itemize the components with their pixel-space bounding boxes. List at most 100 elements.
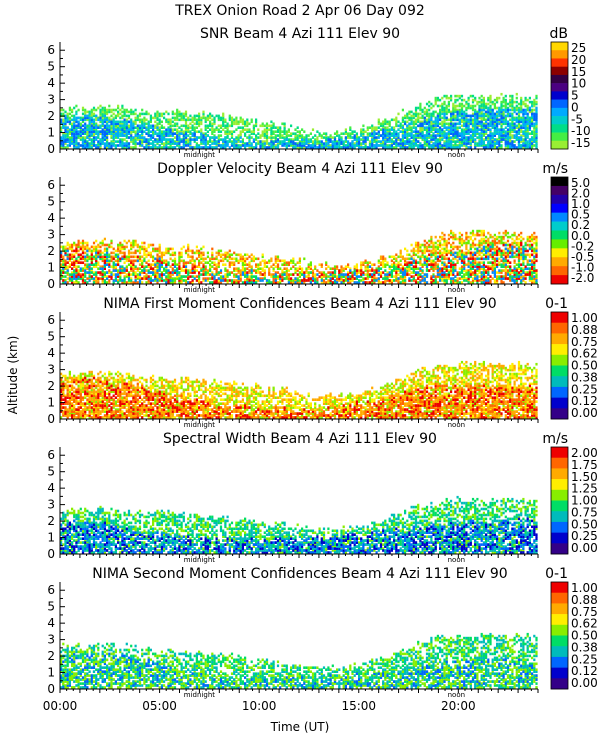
data-cell bbox=[294, 279, 297, 282]
data-cell bbox=[485, 126, 488, 129]
data-cell bbox=[209, 140, 212, 143]
data-cell bbox=[515, 146, 518, 149]
data-cell bbox=[412, 144, 415, 147]
data-cell bbox=[349, 128, 352, 131]
data-cell bbox=[189, 138, 192, 141]
data-cell bbox=[531, 130, 534, 133]
data-cell bbox=[110, 120, 113, 124]
data-cell bbox=[125, 128, 128, 131]
data-cell bbox=[206, 271, 209, 274]
data-cell bbox=[436, 130, 439, 133]
data-cell bbox=[460, 138, 464, 141]
data-cell bbox=[388, 134, 391, 137]
data-cell bbox=[106, 249, 109, 253]
data-cell bbox=[360, 142, 363, 145]
data-cell bbox=[425, 102, 429, 106]
data-cell bbox=[428, 140, 431, 143]
data-cell bbox=[110, 136, 113, 139]
data-cell bbox=[191, 255, 194, 259]
data-cell bbox=[430, 140, 433, 143]
data-cell bbox=[246, 122, 249, 126]
data-cell bbox=[307, 273, 310, 276]
data-cell bbox=[489, 132, 492, 135]
data-cell bbox=[469, 116, 472, 120]
data-cell bbox=[204, 265, 207, 268]
data-cell bbox=[386, 128, 389, 131]
data-cell bbox=[533, 136, 536, 139]
data-cell bbox=[176, 142, 179, 145]
data-cell bbox=[445, 134, 448, 137]
data-cell bbox=[209, 138, 212, 141]
data-cell bbox=[213, 122, 216, 126]
data-cell bbox=[119, 128, 122, 131]
y-tick-label: 2 bbox=[47, 109, 55, 123]
data-cell bbox=[241, 126, 244, 129]
data-cell bbox=[156, 114, 159, 118]
data-cell bbox=[228, 265, 231, 268]
data-cell bbox=[414, 114, 418, 118]
data-cell bbox=[443, 108, 446, 112]
data-cell bbox=[454, 136, 457, 139]
data-cell bbox=[119, 247, 122, 251]
data-cell bbox=[103, 114, 106, 118]
data-cell bbox=[121, 144, 124, 147]
data-cell bbox=[535, 132, 538, 135]
data-cell bbox=[202, 110, 205, 114]
data-cell bbox=[206, 146, 209, 149]
data-cell bbox=[86, 114, 89, 118]
data-cell bbox=[517, 146, 521, 149]
data-cell bbox=[445, 110, 448, 114]
data-cell bbox=[215, 128, 218, 131]
data-cell bbox=[281, 134, 284, 137]
colorbar-swatch bbox=[551, 42, 568, 51]
data-cell bbox=[419, 106, 422, 110]
data-cell bbox=[296, 267, 299, 270]
data-cell bbox=[130, 140, 133, 143]
data-cell bbox=[425, 128, 429, 131]
data-cell bbox=[447, 108, 450, 112]
data-cell bbox=[500, 106, 503, 110]
data-cell bbox=[487, 124, 490, 128]
data-cell bbox=[434, 116, 437, 120]
data-cell bbox=[526, 118, 529, 122]
data-cell bbox=[248, 275, 251, 278]
data-cell bbox=[99, 241, 102, 245]
data-cell bbox=[110, 239, 113, 243]
data-cell bbox=[419, 142, 422, 145]
data-cell bbox=[132, 243, 135, 247]
data-cell bbox=[397, 128, 400, 131]
data-cell bbox=[456, 122, 459, 126]
data-cell bbox=[533, 130, 536, 133]
data-cell bbox=[187, 116, 190, 120]
data-cell bbox=[441, 134, 444, 137]
data-cell bbox=[419, 102, 422, 106]
data-cell bbox=[377, 120, 380, 124]
data-cell bbox=[97, 126, 100, 129]
data-cell bbox=[421, 114, 424, 118]
data-cell bbox=[241, 259, 244, 263]
data-cell bbox=[531, 122, 534, 126]
data-cell bbox=[471, 120, 475, 124]
data-cell bbox=[119, 267, 122, 270]
data-cell bbox=[390, 138, 393, 141]
data-cell bbox=[513, 106, 516, 110]
data-cell bbox=[132, 126, 135, 129]
data-cell bbox=[487, 112, 490, 116]
data-cell bbox=[73, 122, 76, 126]
data-cell bbox=[489, 116, 492, 120]
data-cell bbox=[189, 142, 192, 145]
data-cell bbox=[482, 118, 485, 122]
data-cell bbox=[373, 128, 376, 131]
data-cell bbox=[434, 134, 437, 137]
data-cell bbox=[233, 130, 236, 133]
data-cell bbox=[81, 243, 85, 247]
data-cell bbox=[66, 136, 69, 139]
data-cell bbox=[62, 257, 65, 261]
data-cell bbox=[178, 136, 181, 139]
data-cell bbox=[101, 128, 104, 131]
data-cell bbox=[211, 126, 214, 129]
data-cell bbox=[237, 126, 240, 129]
data-cell bbox=[255, 134, 258, 137]
data-cell bbox=[305, 267, 308, 270]
data-cell bbox=[222, 253, 225, 257]
